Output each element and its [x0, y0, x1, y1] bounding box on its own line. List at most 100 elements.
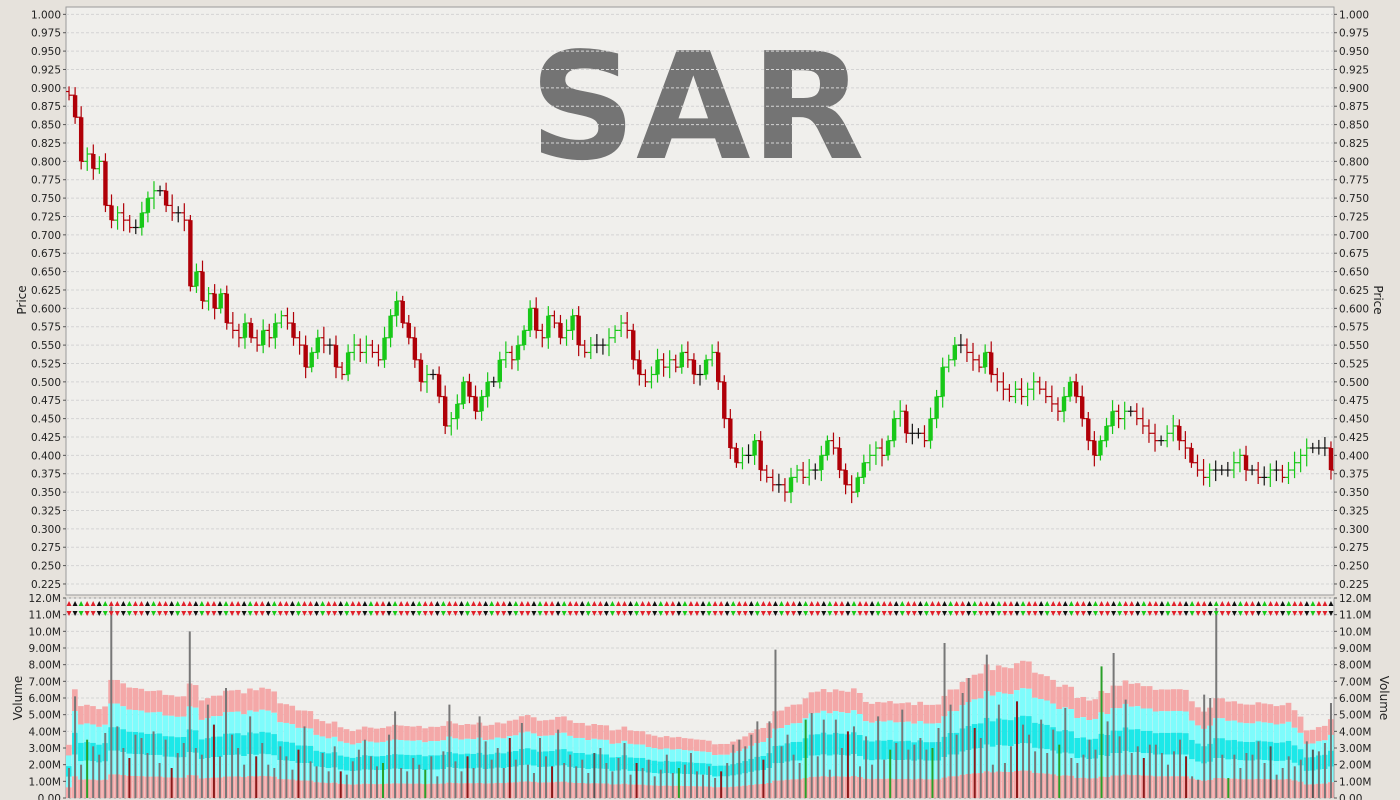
signal-down-arrow	[356, 611, 362, 616]
volume-tick-label: 9.00M	[1339, 643, 1371, 655]
signal-up-arrow	[507, 601, 513, 606]
signal-down-arrow	[1135, 611, 1141, 616]
signal-down-arrow	[1262, 611, 1268, 616]
volume-band-segment	[168, 756, 175, 778]
signal-up-arrow	[791, 601, 797, 606]
volume-band-segment	[78, 724, 84, 743]
volume-band-segment	[1183, 689, 1189, 712]
signal-down-arrow	[760, 611, 766, 616]
volume-band-segment	[1080, 696, 1087, 718]
volume-band-segment	[603, 725, 610, 740]
volume-band-segment	[386, 726, 392, 741]
signal-up-arrow	[495, 601, 501, 606]
signal-up-arrow	[857, 601, 863, 606]
ohlc-body	[1243, 455, 1249, 471]
volume-band-segment	[410, 740, 416, 756]
ohlc-body	[394, 301, 399, 316]
volume-band-segment	[1321, 725, 1328, 741]
signal-down-arrow	[416, 611, 422, 616]
volume-axis-title-left: Volume	[11, 676, 25, 721]
price-axis-right: 1.000 0.975 0.950 0.925 0.900 0.875 0.850 0.825…	[1334, 9, 1369, 591]
volume-band-segment	[162, 694, 169, 716]
signal-up-arrow	[362, 601, 368, 606]
volume-band-segment	[856, 734, 863, 756]
volume-band-segment	[235, 733, 241, 755]
signal-up-arrow	[597, 601, 603, 606]
signal-down-arrow	[1280, 611, 1286, 616]
volume-band-segment	[838, 712, 845, 734]
signal-up-arrow	[422, 601, 428, 606]
ohlc-bar	[624, 312, 631, 339]
volume-band-segment	[669, 737, 676, 750]
volume-band-segment	[706, 752, 712, 764]
volume-band-segment	[881, 740, 887, 760]
volume-band-segment	[90, 724, 96, 743]
volume-band-segment	[404, 726, 410, 741]
volume-band-segment	[1219, 698, 1225, 719]
price-tick-label: 0.300	[1339, 524, 1369, 536]
ohlc-bar	[612, 325, 619, 343]
signal-down-arrow	[205, 611, 211, 616]
signal-up-arrow	[839, 601, 845, 606]
ohlc-bar	[235, 323, 242, 348]
volume-band-segment	[1092, 699, 1099, 719]
signal-up-arrow	[1026, 601, 1032, 606]
volume-band-segment	[603, 754, 610, 769]
ohlc-bar	[363, 335, 370, 364]
signal-down-arrow	[72, 611, 78, 616]
signal-down-arrow	[108, 611, 114, 616]
volume-band-segment	[1291, 710, 1298, 728]
volume-band-segment	[198, 739, 205, 759]
volume-band-segment	[265, 732, 271, 755]
volume-band-segment	[512, 719, 519, 736]
volume-band-segment	[1297, 732, 1304, 750]
signal-down-arrow	[1249, 611, 1255, 616]
signal-up-arrow	[682, 601, 688, 606]
signal-up-arrow	[1183, 601, 1189, 606]
price-tick-label: 0.825	[1339, 138, 1369, 150]
ohlc-bar	[320, 326, 327, 354]
volume-band-segment	[1146, 708, 1153, 731]
signal-up-arrow	[465, 601, 471, 606]
signal-down-arrow	[483, 611, 489, 616]
ohlc-body	[467, 381, 472, 397]
ohlc-bar	[442, 385, 449, 435]
volume-band-segment	[742, 736, 748, 749]
signal-down-arrow	[501, 611, 507, 616]
price-tick-label: 0.725	[1339, 211, 1369, 223]
signal-up-arrow	[477, 601, 483, 606]
signal-down-arrow	[1080, 611, 1086, 616]
signal-down-arrow	[1123, 611, 1129, 616]
volume-band-segment	[863, 701, 869, 722]
signal-up-arrow	[1111, 601, 1117, 606]
volume-band-segment	[1297, 749, 1304, 766]
ohlc-bar	[1006, 384, 1013, 402]
signal-down-arrow	[193, 611, 199, 616]
signal-up-arrow	[356, 601, 362, 606]
ohlc-bar	[1212, 460, 1219, 482]
volume-tick-label: 7.00M	[1339, 676, 1371, 688]
volume-band-segment	[1152, 689, 1159, 712]
signal-down-arrow	[289, 611, 295, 616]
signal-down-arrow	[555, 611, 561, 616]
signal-up-arrow	[634, 601, 640, 606]
volume-band-segment	[1158, 711, 1165, 733]
signal-up-arrow	[936, 601, 942, 606]
ohlc-body	[103, 161, 108, 206]
volume-band-segment	[681, 738, 688, 751]
volume-band-segment	[579, 722, 585, 738]
volume-band-segment	[651, 760, 658, 774]
ohlc-bar	[618, 314, 625, 338]
signal-up-arrow	[1322, 601, 1328, 606]
price-tick-label: 0.700	[31, 230, 61, 242]
signal-up-arrow	[1074, 601, 1080, 606]
signal-down-arrow	[640, 611, 646, 616]
ohlc-bar	[563, 319, 570, 346]
signal-down-arrow	[899, 611, 905, 616]
volume-band-segment	[1020, 688, 1026, 716]
volume-band-segment	[1032, 722, 1038, 748]
price-tick-label: 0.875	[1339, 101, 1369, 113]
volume-band-segment	[168, 715, 175, 737]
signal-down-arrow	[1129, 611, 1135, 616]
volume-band-segment	[1164, 732, 1171, 755]
